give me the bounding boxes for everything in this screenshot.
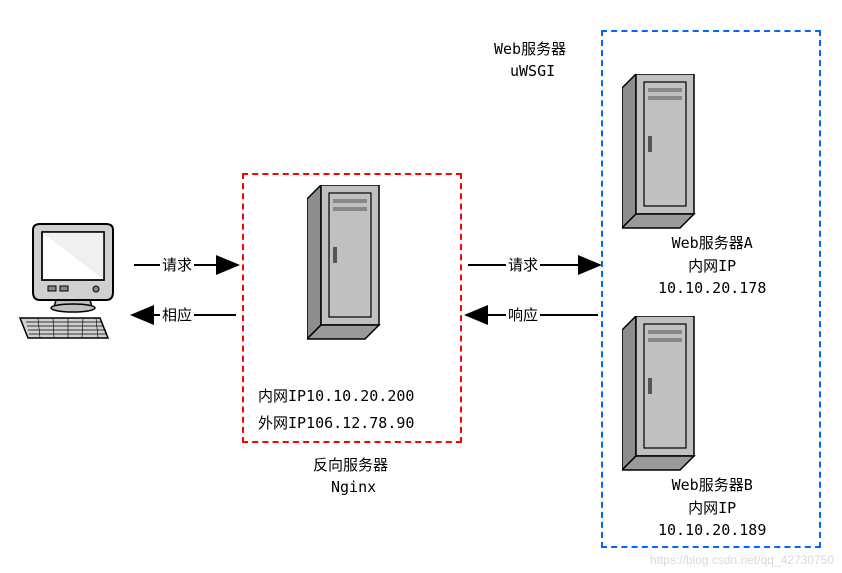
proxy-label-line1: 反向服务器 (313, 454, 388, 477)
arrow-label-req2: 请求 (506, 254, 540, 277)
proxy-label-line2: Nginx (331, 476, 376, 499)
server-a-line2: 内网IP (688, 257, 736, 275)
server-b-line2: 内网IP (688, 499, 736, 517)
server-a-line3: 10.10.20.178 (658, 279, 766, 297)
server-b-line3: 10.10.20.189 (658, 521, 766, 539)
web-header-line2: uWSGI (510, 60, 555, 83)
proxy-ip-external: 外网IP106.12.78.90 (258, 412, 414, 435)
watermark: https://blog.csdn.net/qq_42730750 (650, 553, 834, 567)
arrow-label-res2: 响应 (506, 304, 540, 327)
arrow-label-req1: 请求 (160, 254, 194, 277)
arrow-label-res1: 相应 (160, 304, 194, 327)
server-b-line1: Web服务器B (672, 476, 753, 494)
server-a-label: Web服务器A 内网IP 10.10.20.178 (658, 232, 766, 300)
server-a-line1: Web服务器A (672, 234, 753, 252)
server-b-label: Web服务器B 内网IP 10.10.20.189 (658, 474, 766, 542)
proxy-ip-internal: 内网IP10.10.20.200 (258, 385, 414, 408)
web-header-line1: Web服务器 (494, 38, 566, 61)
